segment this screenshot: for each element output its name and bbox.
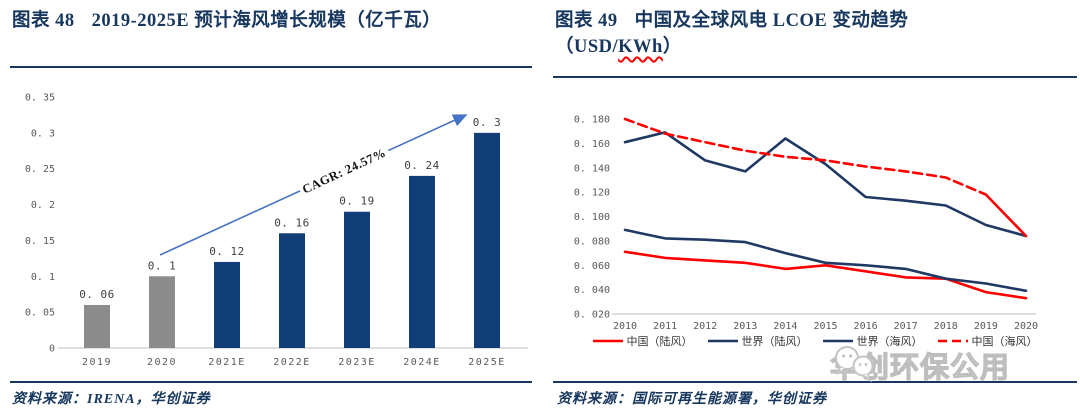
- bar-value-label: 0. 24: [404, 159, 440, 172]
- wechat-chat-bubbles-icon: [835, 346, 874, 383]
- bar-value-label: 0. 3: [473, 116, 502, 129]
- bar-2023E: [344, 211, 370, 348]
- x-tick-label: 2015: [813, 321, 837, 332]
- unit-suffix: ）: [662, 37, 682, 57]
- brand-watermark: 华创环保公用: [829, 344, 1010, 386]
- unit-kwh-misspell-underline: KWh: [618, 37, 663, 57]
- bar-value-label: 0. 19: [339, 195, 375, 208]
- unit-prefix: （USD/: [555, 37, 619, 57]
- x-tick-label: 2022E: [273, 357, 311, 368]
- y-tick-label: 0. 15: [25, 236, 55, 247]
- legend-item-世界（海风）: 世界（海风）: [822, 333, 923, 349]
- series-line-世界（陆风）: [623, 228, 1028, 293]
- x-tick-label: 2014: [773, 321, 797, 332]
- y-tick-label: 0. 040: [574, 285, 610, 296]
- y-tick-label: 0: [49, 344, 55, 355]
- legend-label: 中国（陆风）: [626, 336, 693, 348]
- legend-line-swatch: [592, 339, 623, 343]
- bar-value-label: 0. 16: [274, 216, 310, 229]
- x-tick-label: 2024E: [403, 357, 441, 368]
- y-tick-label: 0. 060: [574, 261, 610, 272]
- figure-48-source: 资料来源：IRENA，华创证券: [12, 392, 211, 407]
- figure-48-title-text: 2019-2025E 预计海风增长规模（亿千瓦）: [91, 11, 442, 31]
- bar-2022E: [279, 233, 305, 348]
- legend-label: 世界（海风）: [856, 336, 923, 348]
- lcoe-chart-legend: 中国（陆风） 世界（陆风） 世界（海风） 中国（海风）: [553, 333, 1077, 349]
- bar-value-label: 0. 1: [148, 259, 177, 272]
- y-tick-label: 0. 3: [31, 128, 55, 139]
- figure-49-title-line2: （USD/KWh）: [555, 34, 1075, 60]
- figure-49-source: 资料来源：国际可再生能源署，华创证券: [557, 392, 827, 407]
- bar-2024E: [409, 175, 435, 348]
- legend-item-中国（陆风）: 中国（陆风）: [592, 333, 693, 349]
- bar-value-label: 0. 12: [209, 245, 245, 258]
- series-line-中国（陆风）: [623, 250, 1028, 300]
- offshore-wind-capacity-bar-chart: 0 0. 05 0. 1 0. 15 0. 2 0. 25 0. 3 0. 35 0. 06 20…: [25, 93, 528, 368]
- x-tick-label: 2019: [974, 321, 998, 332]
- y-tick-label: 0. 2: [31, 200, 55, 211]
- x-tick-label: 2016: [854, 321, 878, 332]
- legend-item-世界（陆风）: 世界（陆风）: [707, 333, 808, 349]
- y-tick-label: 0. 120: [574, 188, 610, 199]
- y-tick-label: 0. 080: [574, 236, 610, 247]
- figure-48-bottom-divider: [10, 381, 532, 383]
- figure-49-top-divider: [553, 76, 1077, 78]
- x-tick-label: 2013: [733, 321, 757, 332]
- y-tick-label: 0. 020: [574, 310, 610, 321]
- figure-48-title: 图表 48 2019-2025E 预计海风增长规模（亿千瓦）: [12, 8, 527, 34]
- legend-line-swatch: [822, 339, 853, 343]
- bar-2025E: [474, 132, 500, 348]
- series-line-中国（海风）: [623, 117, 988, 196]
- legend-label: 中国（海风）: [971, 336, 1038, 348]
- x-tick-label: 2011: [653, 321, 677, 332]
- x-tick-label: 2017: [894, 321, 918, 332]
- bar-2019: [84, 304, 110, 348]
- figure-49-title-text: 中国及全球风电 LCOE 变动趋势: [634, 11, 909, 31]
- x-tick-label: 2020: [1014, 321, 1038, 332]
- legend-label: 世界（陆风）: [741, 336, 808, 348]
- figure-48-top-divider: [10, 66, 532, 68]
- y-tick-label: 0. 160: [574, 139, 610, 150]
- legend-line-swatch: [937, 339, 968, 343]
- figure-49-title-line1: 图表 49 中国及全球风电 LCOE 变动趋势: [555, 8, 1075, 34]
- y-tick-label: 0. 100: [574, 212, 610, 223]
- figure-49-bottom-divider: [553, 381, 1077, 383]
- x-tick-label: 2023E: [338, 357, 376, 368]
- y-tick-label: 0. 180: [574, 115, 610, 126]
- y-tick-label: 0. 35: [25, 93, 55, 104]
- x-tick-label: 2025E: [468, 357, 506, 368]
- series-line-世界（海风）: [623, 131, 1028, 238]
- y-tick-label: 0. 25: [25, 164, 55, 175]
- legend-item-中国（海风）: 中国（海风）: [937, 333, 1038, 349]
- x-tick-label: 2018: [934, 321, 958, 332]
- y-tick-label: 0. 1: [31, 272, 55, 283]
- x-tick-label: 2020: [147, 357, 177, 368]
- legend-line-swatch: [707, 339, 738, 343]
- y-tick-label: 0. 05: [25, 308, 55, 319]
- figure-49-number: 图表 49: [555, 11, 618, 31]
- bar-2020: [149, 276, 175, 348]
- x-tick-label: 2021E: [208, 357, 246, 368]
- series-line-中国（海风）: [984, 193, 1028, 238]
- figure-49-title: 图表 49 中国及全球风电 LCOE 变动趋势 （USD/KWh）: [555, 8, 1075, 60]
- lcoe-trend-line-chart: 0. 020 0. 040 0. 060 0. 080 0. 100 0. 120 0. 1…: [574, 115, 1038, 333]
- figure-48-number: 图表 48: [12, 11, 75, 31]
- y-tick-label: 0. 140: [574, 163, 610, 174]
- bar-2021E: [214, 261, 240, 348]
- x-tick-label: 2012: [693, 321, 717, 332]
- x-tick-label: 2010: [613, 321, 637, 332]
- bar-value-label: 0. 06: [79, 288, 115, 301]
- x-tick-label: 2019: [82, 357, 112, 368]
